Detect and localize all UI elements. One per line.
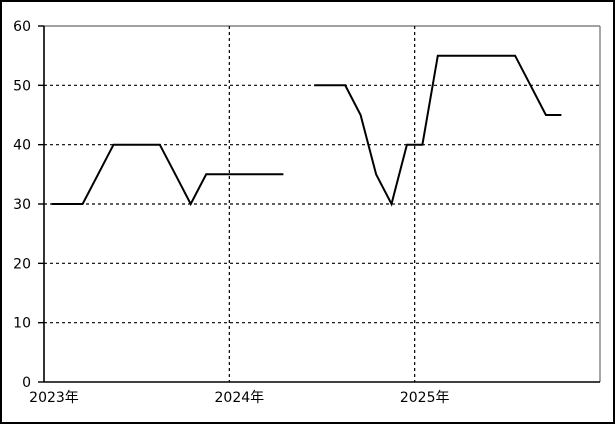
series-line-1 [314, 54, 562, 207]
y-tick-label-10: 10 [13, 316, 31, 332]
x-year-label-2025: 2025年 [400, 390, 450, 406]
y-tick-label-40: 40 [13, 138, 31, 154]
x-year-label-2024: 2024年 [215, 390, 265, 406]
y-tick-label-0: 0 [22, 375, 31, 391]
series-line-1 [51, 143, 284, 207]
y-tick-label-60: 60 [13, 19, 31, 35]
x-year-label-2023: 2023年 [29, 390, 79, 406]
y-tick-label-20: 20 [13, 256, 31, 272]
y-tick-label-30: 30 [13, 197, 31, 213]
y-tick-label-50: 50 [13, 78, 31, 94]
